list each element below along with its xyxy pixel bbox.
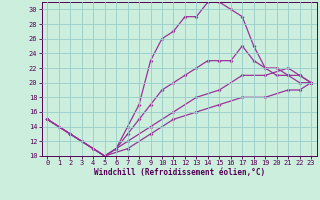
X-axis label: Windchill (Refroidissement éolien,°C): Windchill (Refroidissement éolien,°C) <box>94 168 265 177</box>
